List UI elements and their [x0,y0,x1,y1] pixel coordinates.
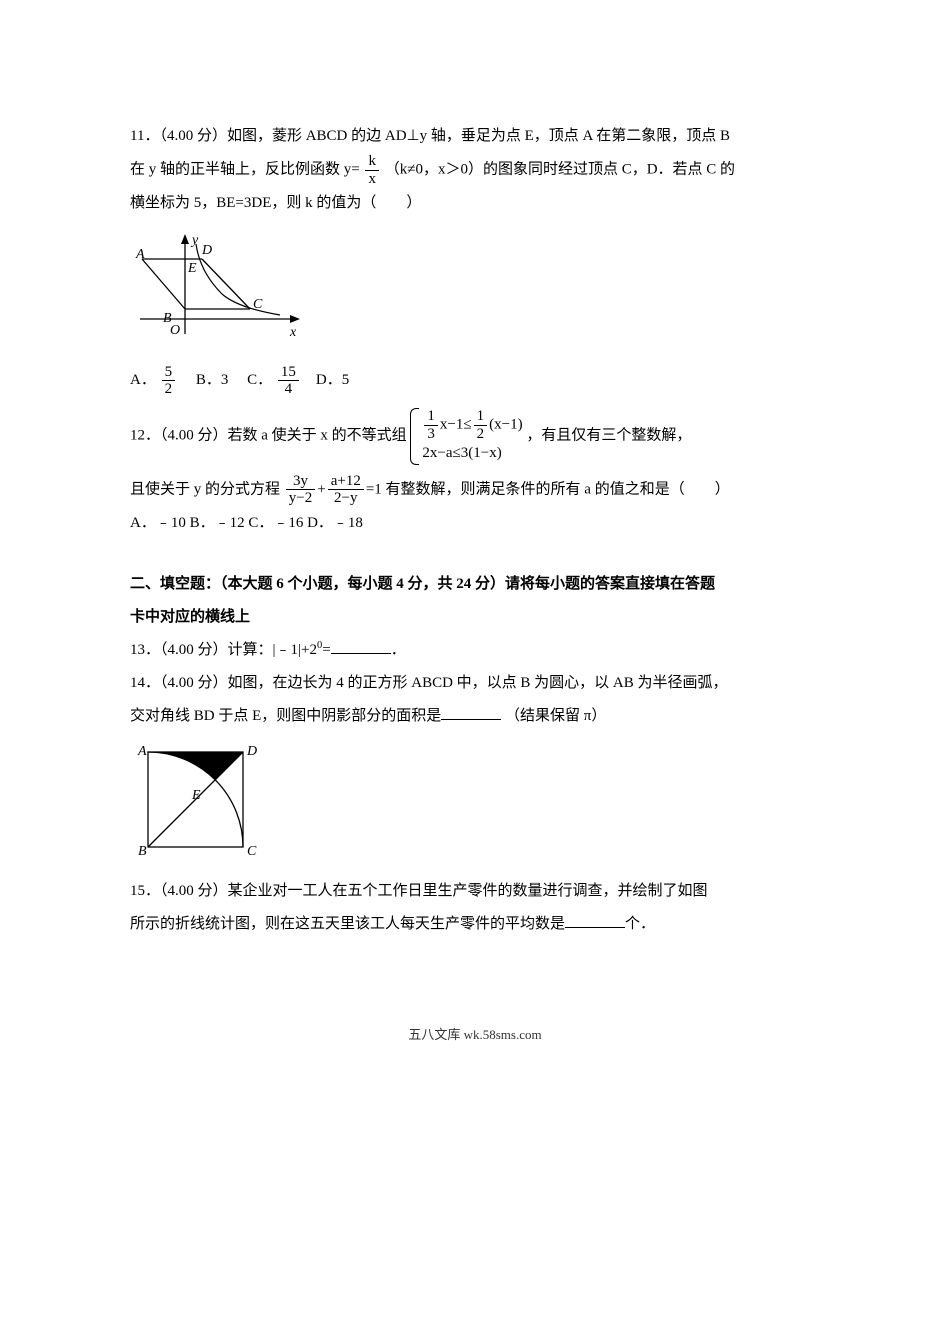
question-14: 14．（4.00 分）如图，在边长为 4 的正方形 ABCD 中，以点 B 为圆… [130,667,820,867]
q14-line1: 14．（4.00 分）如图，在边长为 4 的正方形 ABCD 中，以点 B 为圆… [130,667,820,700]
equals: = [322,642,330,658]
label-a: A [135,247,145,262]
q11-text: （k≠0，x＞0）的图象同时经过顶点 C，D．若点 C 的 [385,161,735,177]
fraction-k-over-x: k x [365,153,379,187]
denominator: y−2 [286,490,315,507]
numerator: a+12 [328,473,364,491]
denominator: 4 [278,381,299,398]
q11-line3: 横坐标为 5，BE=3DE，则 k 的值为（ ） [130,187,820,220]
fraction-1-2: 1 2 [474,408,488,442]
q12-text: =1 有整数解，则满足条件的所有 a 的值之和是（ ） [366,481,730,497]
fraction-1-3: 1 3 [424,408,438,442]
label-c: C [247,844,257,859]
q12-text: 且使关于 y 的分式方程 [130,481,280,497]
q12-choices: A．﹣10 B．﹣12 C．﹣16 D．﹣18 [130,507,820,540]
q13-text: 13．（4.00 分）计算：|﹣1|+2 [130,642,317,658]
label-e: E [187,261,197,276]
label-d: D [201,243,212,258]
x-axis-arrow [290,315,300,323]
question-11: 11．（4.00 分）如图，菱形 ABCD 的边 AD⊥y 轴，垂足为点 E，顶… [130,120,820,398]
q14-line2: 交对角线 BD 于点 E，则图中阴影部分的面积是 （结果保留 π） [130,700,820,733]
inequality-1: 1 3 x−1≤ 1 2 (x−1) [422,408,522,442]
title-line2: 卡中对应的横线上 [130,601,820,634]
denominator: x [365,171,379,188]
question-13: 13．（4.00 分）计算：|﹣1|+20=． [130,634,820,667]
label-a: A [137,744,147,759]
q15-text: 所示的折线统计图，则在这五天里该工人每天生产零件的平均数是 [130,916,565,932]
q11-figure: A B C D E O x y [130,224,310,354]
label-o: O [170,323,180,338]
q11-line2: 在 y 轴的正半轴上，反比例函数 y= k x （k≠0，x＞0）的图象同时经过… [130,153,820,187]
q11-text: 在 y 轴的正半轴上，反比例函数 y= [130,161,360,177]
denominator: 2 [162,381,176,398]
numerator: 1 [474,408,488,426]
title-line1: 二、填空题：（本大题 6 个小题，每小题 4 分，共 24 分）请将每小题的答案… [130,568,820,601]
choice-d: D．5 [316,372,349,388]
numerator: 5 [162,364,176,382]
choice-c-fraction: 15 4 [278,364,299,398]
numerator: 15 [278,364,299,382]
q15-text: 个． [625,916,655,932]
answer-blank[interactable] [441,704,501,720]
shaded-region [148,752,243,780]
label-e: E [191,788,201,803]
numerator: 1 [424,408,438,426]
q12-line2: 且使关于 y 的分式方程 3y y−2 + a+12 2−y =1 有整数解，则… [130,473,820,507]
choice-c-prefix: C． [247,372,272,388]
y-axis-arrow [181,234,189,244]
segment-ab [142,259,185,309]
numerator: 3y [286,473,315,491]
q12-line1: 12．（4.00 分）若数 a 使关于 x 的不等式组 1 3 x−1≤ 1 2… [130,408,820,465]
label-d: D [246,744,257,759]
numerator: k [365,153,379,171]
page-footer: 五八文库 wk.58sms.com [130,1021,820,1050]
q15-line2: 所示的折线统计图，则在这五天里该工人每天生产零件的平均数是 个． [130,908,820,941]
denominator: 2−y [328,490,364,507]
q11-line1: 11．（4.00 分）如图，菱形 ABCD 的边 AD⊥y 轴，垂足为点 E，顶… [130,120,820,153]
q15-line1: 15．（4.00 分）某企业对一工人在五个工作日里生产零件的数量进行调查，并绘制… [130,875,820,908]
period: ． [391,642,406,658]
denominator: 2 [474,426,488,443]
plus: + [317,481,325,497]
q12-suffix: ，有且仅有三个整数解， [526,428,691,444]
q14-text: （结果保留 π） [505,708,606,724]
fraction-a12: a+12 2−y [328,473,364,507]
choice-b: B．3 [196,372,229,388]
question-12: 12．（4.00 分）若数 a 使关于 x 的不等式组 1 3 x−1≤ 1 2… [130,408,820,540]
ineq-mid: x−1≤ [440,416,472,432]
q12-text: 12．（4.00 分）若数 a 使关于 x 的不等式组 [130,428,407,444]
fraction-3y: 3y y−2 [286,473,315,507]
denominator: 3 [424,426,438,443]
label-c: C [253,297,263,312]
label-y: y [190,233,199,248]
section-2-title: 二、填空题：（本大题 6 个小题，每小题 4 分，共 24 分）请将每小题的答案… [130,568,820,634]
segment-dc [202,259,250,309]
ineq-tail: (x−1) [489,416,522,432]
choice-a-fraction: 5 2 [162,364,176,398]
answer-blank[interactable] [331,638,391,654]
choice-a-prefix: A． [130,372,156,388]
q14-figure: A B C D E [130,737,270,867]
label-b: B [138,844,147,859]
q11-choices: A． 5 2 B．3 C． 15 4 D．5 [130,362,820,398]
question-15: 15．（4.00 分）某企业对一工人在五个工作日里生产零件的数量进行调查，并绘制… [130,875,820,941]
inequality-system: 1 3 x−1≤ 1 2 (x−1) 2x−a≤3(1−x) [410,408,522,465]
q14-text: 交对角线 BD 于点 E，则图中阴影部分的面积是 [130,708,441,724]
inequality-2: 2x−a≤3(1−x) [422,442,522,465]
label-x: x [289,325,297,340]
answer-blank[interactable] [565,912,625,928]
